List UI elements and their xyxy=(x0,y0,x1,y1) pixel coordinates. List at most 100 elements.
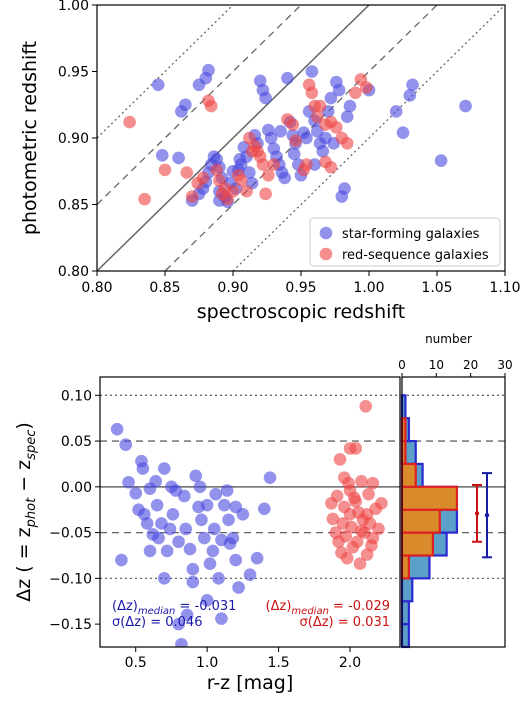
red-sequence-point xyxy=(256,158,270,171)
star-forming-point xyxy=(143,544,157,558)
hist-tick-label: 20 xyxy=(463,358,478,372)
star-forming-point xyxy=(179,98,192,112)
star-forming-point xyxy=(200,594,214,607)
delta-z-panel: 0.5 1.0 1.5 2.0 0.10 0.05 0.00 −0.05 −0.10 −0.15 r… xyxy=(13,376,401,694)
reference-lines xyxy=(97,5,505,271)
red-sequence-point xyxy=(180,166,194,179)
x-axis-label: spectroscopic redshift xyxy=(197,301,406,323)
histogram-panel: 0 10 20 30 number xyxy=(398,332,513,649)
x-tick-label: 0.90 xyxy=(217,280,248,296)
red-sequence-point xyxy=(300,158,313,171)
star-forming-point xyxy=(340,110,354,124)
red-sequence-point xyxy=(185,190,199,203)
star-forming-point xyxy=(459,99,472,113)
red-sequence-hist-bar xyxy=(400,531,434,557)
star-forming-point xyxy=(259,91,272,105)
hist-tick-label: 0 xyxy=(398,358,406,372)
star-forming-point xyxy=(160,544,174,558)
reference-line-solid xyxy=(97,5,371,271)
red-sequence-point xyxy=(305,86,319,100)
red-sequence-hist-bar xyxy=(400,508,441,534)
red-sequence-hist-bar xyxy=(400,554,410,580)
sigma-annotation: σ(Δz) = 0.046 xyxy=(112,615,202,630)
red-sequence-point xyxy=(226,184,240,198)
median-point xyxy=(474,511,480,516)
star-forming-point xyxy=(206,544,220,558)
x-tick-label: 0.5 xyxy=(125,655,147,671)
star-forming-point xyxy=(155,148,169,162)
red-sequence-point xyxy=(350,535,364,549)
star-forming-point xyxy=(396,126,410,139)
star-forming-point xyxy=(140,517,154,530)
red-sequence-point xyxy=(123,115,136,129)
red-sequence-point xyxy=(337,471,351,484)
red-sequence-point xyxy=(343,442,357,455)
y-tick-label: 0.00 xyxy=(61,480,92,496)
star-forming-point xyxy=(343,99,357,113)
star-forming-point xyxy=(305,65,319,78)
star-forming-point xyxy=(207,522,221,536)
y-axis-label-part: − z xyxy=(13,460,35,498)
y-tick-label: 0.05 xyxy=(61,434,92,450)
hist-tick-label: 10 xyxy=(429,358,444,372)
star-forming-point xyxy=(172,151,185,165)
y-tick-label: −0.15 xyxy=(49,617,92,633)
x-axis-label: r-z [mag] xyxy=(207,672,294,694)
star-forming-point xyxy=(406,78,419,92)
red-sequence-point xyxy=(359,399,373,413)
red-sequence-point xyxy=(375,497,388,510)
points xyxy=(110,399,388,647)
star-forming-point xyxy=(165,480,178,494)
star-forming-point xyxy=(197,531,211,545)
star-forming-point xyxy=(263,471,277,484)
star-forming-point xyxy=(149,475,163,488)
red-sequence-point xyxy=(355,524,368,538)
y-tick-label: 0.90 xyxy=(58,131,89,147)
star-forming-point xyxy=(110,422,124,436)
median-annotation: (Δz)median = -0.029 xyxy=(266,599,390,617)
red-sequence-hist-bar xyxy=(400,462,417,488)
red-sequence-point xyxy=(340,551,354,565)
star-forming-point xyxy=(229,500,243,514)
red-sequence-point xyxy=(333,453,347,466)
star-forming-point xyxy=(152,531,165,545)
y-axis-label-part: spec xyxy=(24,430,39,460)
median-label: (Δz) xyxy=(112,599,138,614)
red-sequence-point xyxy=(311,110,324,124)
red-sequence-point xyxy=(339,529,353,543)
star-forming-point xyxy=(200,498,214,512)
red-sequence-point xyxy=(204,99,218,113)
x-tick-label: 1.05 xyxy=(421,280,452,296)
y-tick-label: 0.10 xyxy=(61,388,92,404)
red-sequence-point xyxy=(355,475,368,488)
star-forming-point xyxy=(203,557,217,571)
y-axis-label: Δz ( = zphot − zspec) xyxy=(13,422,39,602)
x-tick-label: 1.5 xyxy=(267,655,289,671)
legend-marker xyxy=(319,247,333,261)
x-tick-label: 0.95 xyxy=(285,280,316,296)
median-label: (Δz) xyxy=(266,599,292,614)
star-forming-point xyxy=(186,575,200,589)
star-forming-point xyxy=(115,553,128,567)
legend: star-forming galaxies red-sequence galaxi… xyxy=(309,217,501,267)
star-forming-point xyxy=(243,166,256,179)
red-sequence-hist-bar xyxy=(400,485,459,511)
star-forming-point xyxy=(338,182,351,195)
star-forming-point xyxy=(300,131,313,145)
star-forming-point xyxy=(212,572,225,585)
red-sequence-point xyxy=(340,137,354,150)
reference-line-dotted xyxy=(97,5,234,139)
x-tick-label: 0.85 xyxy=(149,280,180,296)
star-forming-point xyxy=(403,89,417,102)
red-sequence-point xyxy=(234,174,248,187)
red-sequence-point xyxy=(267,158,281,171)
points xyxy=(123,63,472,209)
legend-marker xyxy=(319,226,333,240)
red-sequence-point xyxy=(196,171,210,185)
red-sequence-point xyxy=(372,522,385,536)
y-axis-label-part: phot xyxy=(24,497,39,528)
median-value: = -0.029 xyxy=(329,599,390,614)
star-forming-point xyxy=(264,131,278,145)
star-forming-point xyxy=(222,513,235,527)
